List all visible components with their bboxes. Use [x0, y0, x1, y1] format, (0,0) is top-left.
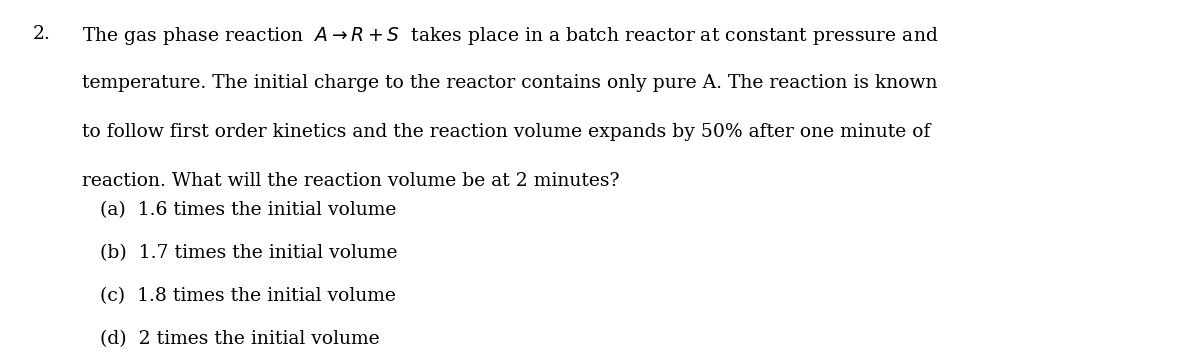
- Text: reaction. What will the reaction volume be at 2 minutes?: reaction. What will the reaction volume …: [82, 172, 619, 191]
- Text: 2.: 2.: [32, 25, 50, 44]
- Text: The gas phase reaction  $A \rightarrow R+S$  takes place in a batch reactor at c: The gas phase reaction $A \rightarrow R+…: [82, 25, 938, 48]
- Text: (b)  1.7 times the initial volume: (b) 1.7 times the initial volume: [100, 244, 397, 262]
- Text: temperature. The initial charge to the reactor contains only pure A. The reactio: temperature. The initial charge to the r…: [82, 74, 937, 93]
- Text: (c)  1.8 times the initial volume: (c) 1.8 times the initial volume: [100, 287, 396, 305]
- Text: to follow first order kinetics and the reaction volume expands by 50% after one : to follow first order kinetics and the r…: [82, 123, 930, 142]
- Text: (a)  1.6 times the initial volume: (a) 1.6 times the initial volume: [100, 201, 396, 220]
- Text: (d)  2 times the initial volume: (d) 2 times the initial volume: [100, 330, 379, 348]
